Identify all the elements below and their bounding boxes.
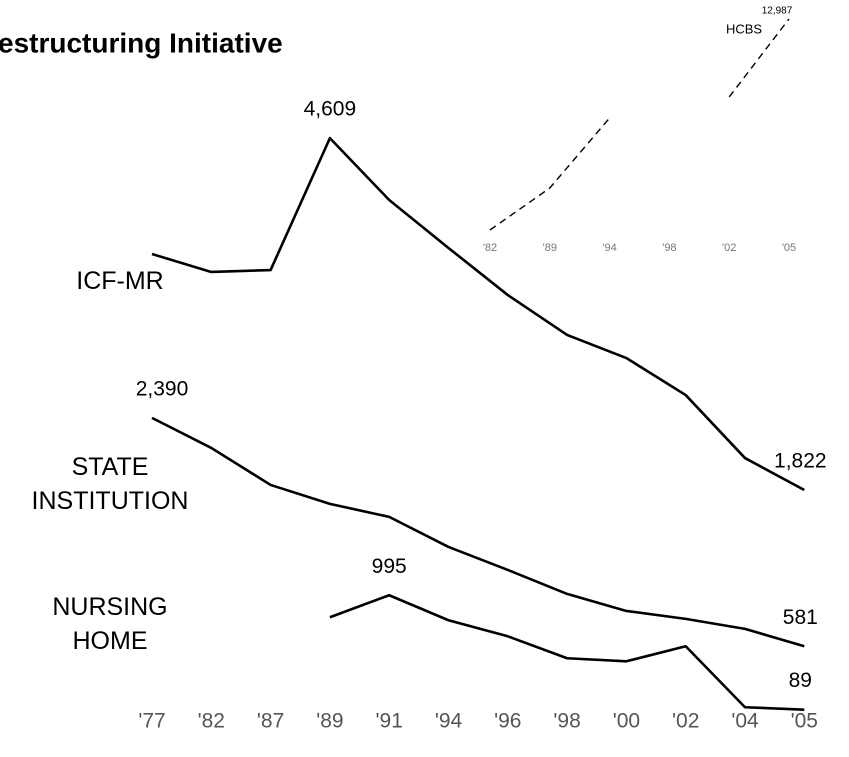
x-tick-label: '89 bbox=[543, 242, 557, 254]
data-label: 2,390 bbox=[136, 377, 189, 400]
series-line bbox=[329, 593, 805, 711]
series-label: HCBS bbox=[726, 21, 762, 36]
x-tick-label: '02 bbox=[722, 242, 736, 254]
data-label: 581 bbox=[783, 606, 818, 629]
x-tick-label: '82 bbox=[198, 710, 225, 733]
series-label: STATE INSTITUTION bbox=[31, 453, 189, 515]
x-tick-label: '98 bbox=[662, 242, 676, 254]
x-tick-label: '98 bbox=[553, 710, 580, 733]
series-line bbox=[489, 18, 790, 231]
x-tick-label: '89 bbox=[316, 710, 343, 733]
x-tick-label: '77 bbox=[138, 710, 165, 733]
x-tick-label: '87 bbox=[257, 710, 284, 733]
x-tick-label: '91 bbox=[376, 710, 403, 733]
x-tick-label: '94 bbox=[435, 710, 463, 733]
x-tick-label: '02 bbox=[672, 710, 699, 733]
series-line bbox=[151, 136, 805, 492]
x-tick-label: '04 bbox=[731, 710, 759, 733]
data-label: 995 bbox=[372, 555, 407, 578]
series-label: ICF-MR bbox=[76, 267, 164, 295]
x-tick-label: '94 bbox=[602, 242, 616, 254]
series-line bbox=[151, 416, 805, 648]
x-tick-label: '05 bbox=[791, 710, 818, 733]
x-tick-label: '00 bbox=[613, 710, 640, 733]
data-label: 4,609 bbox=[304, 98, 357, 121]
x-tick-label: '05 bbox=[782, 242, 796, 254]
data-label: 1,822 bbox=[774, 450, 827, 473]
data-label: 12,987 bbox=[762, 6, 793, 17]
data-label: 89 bbox=[789, 669, 812, 692]
chart-title: estructuring Initiative bbox=[0, 27, 283, 58]
x-tick-label: '82 bbox=[483, 242, 497, 254]
series-label: NURSING HOME bbox=[52, 593, 168, 655]
x-tick-label: '96 bbox=[494, 710, 521, 733]
